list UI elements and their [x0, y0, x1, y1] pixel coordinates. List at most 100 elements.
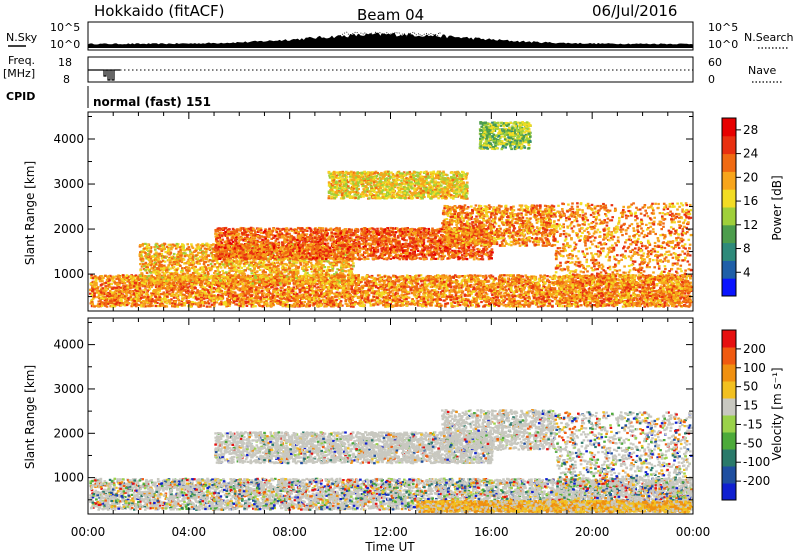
- heatmap-cell: [542, 283, 545, 286]
- heatmap-cell: [581, 293, 584, 296]
- heatmap-cell: [514, 300, 518, 303]
- heatmap-cell: [122, 276, 125, 279]
- heatmap-cell: [187, 300, 191, 303]
- heatmap-cell: [190, 289, 194, 293]
- heatmap-cell: [368, 302, 372, 305]
- heatmap-cell: [279, 286, 283, 289]
- heatmap-cell: [681, 281, 684, 284]
- heatmap-cell: [338, 291, 341, 294]
- heatmap-cell: [315, 286, 318, 289]
- heatmap-cell: [174, 288, 178, 291]
- heatmap-cell: [195, 283, 198, 286]
- heatmap-cell: [484, 291, 488, 294]
- heatmap-cell: [219, 303, 223, 306]
- heatmap-cell: [230, 282, 233, 285]
- heatmap-cell: [412, 277, 415, 280]
- heatmap-cell: [150, 292, 153, 295]
- heatmap-cell: [196, 277, 200, 280]
- heatmap-cell: [480, 293, 484, 296]
- heatmap-cell: [125, 278, 128, 281]
- heatmap-cell: [570, 302, 574, 305]
- heatmap-cell: [286, 294, 290, 297]
- heatmap-cell: [452, 298, 456, 301]
- heatmap-cell: [356, 282, 360, 285]
- heatmap-cell: [164, 287, 167, 290]
- heatmap-cell: [131, 286, 134, 289]
- heatmap-cell: [203, 286, 207, 289]
- heatmap-cell: [448, 274, 452, 277]
- nave-label: Nave: [748, 64, 776, 77]
- heatmap-cell: [300, 297, 303, 300]
- heatmap-cell: [310, 292, 313, 295]
- heatmap-cell: [315, 289, 318, 292]
- heatmap-cell: [189, 294, 193, 297]
- heatmap-cell: [524, 274, 528, 277]
- heatmap-cell: [562, 283, 566, 286]
- heatmap-cell: [263, 296, 266, 300]
- heatmap-cell: [198, 302, 202, 305]
- heatmap-cell: [476, 286, 479, 289]
- heatmap-cell: [591, 274, 595, 277]
- heatmap-cell: [566, 292, 569, 295]
- heatmap-cell: [453, 305, 456, 308]
- heatmap-cell: [357, 279, 360, 282]
- heatmap-cell: [421, 295, 425, 298]
- heatmap-cell: [332, 305, 335, 308]
- heatmap-cell: [402, 277, 405, 280]
- heatmap-cell: [556, 284, 560, 287]
- heatmap-cell: [205, 305, 209, 308]
- heatmap-cell: [130, 303, 134, 306]
- heatmap-cell: [98, 303, 102, 306]
- heatmap-cell: [332, 287, 336, 290]
- heatmap-cell: [479, 274, 482, 277]
- heatmap-cell: [541, 278, 545, 281]
- heatmap-cell: [674, 279, 677, 282]
- heatmap-cell: [364, 281, 367, 284]
- heatmap-cell: [405, 297, 408, 301]
- heatmap-cell: [553, 277, 557, 280]
- heatmap-cell: [539, 295, 543, 298]
- heatmap-cell: [525, 280, 528, 283]
- heatmap-cell: [105, 299, 109, 302]
- heatmap-cell: [476, 276, 479, 279]
- heatmap-cell: [293, 300, 297, 303]
- heatmap-cell: [286, 297, 290, 301]
- heatmap-cell: [500, 303, 503, 306]
- heatmap-cell: [504, 285, 508, 288]
- heatmap-cell: [168, 284, 172, 287]
- heatmap-cell: [433, 275, 437, 278]
- heatmap-cell: [521, 299, 524, 303]
- heatmap-cell: [262, 301, 266, 304]
- heatmap-cell: [477, 282, 480, 285]
- heatmap-cell: [294, 296, 298, 300]
- heatmap-cell: [120, 304, 123, 307]
- heatmap-cell: [542, 304, 546, 307]
- heatmap-cell: [438, 282, 441, 285]
- heatmap-cell: [446, 287, 449, 290]
- heatmap-cell: [125, 303, 129, 307]
- heatmap-cell: [218, 280, 221, 283]
- heatmap-cell: [542, 301, 545, 304]
- heatmap-cell: [536, 281, 540, 284]
- heatmap-cell: [422, 297, 426, 300]
- heatmap-cell: [380, 280, 383, 283]
- heatmap-cell: [473, 283, 476, 286]
- heatmap-cell: [562, 288, 566, 291]
- heatmap-cell: [141, 292, 144, 295]
- heatmap-cell: [581, 291, 585, 294]
- heatmap-cell: [327, 285, 331, 288]
- heatmap-cell: [487, 298, 490, 301]
- heatmap-cell: [372, 290, 376, 293]
- heatmap-cell: [354, 285, 358, 288]
- heatmap-cell: [115, 277, 118, 281]
- heatmap-cell: [249, 302, 252, 305]
- heatmap-cell: [263, 298, 266, 301]
- heatmap-cell: [443, 275, 447, 279]
- heatmap-cell: [347, 288, 351, 291]
- heatmap-cell: [359, 279, 363, 282]
- heatmap-cell: [448, 291, 452, 294]
- heatmap-cell: [217, 286, 221, 289]
- heatmap-cell: [396, 294, 400, 297]
- heatmap-cell: [191, 288, 194, 291]
- heatmap-cell: [194, 287, 197, 290]
